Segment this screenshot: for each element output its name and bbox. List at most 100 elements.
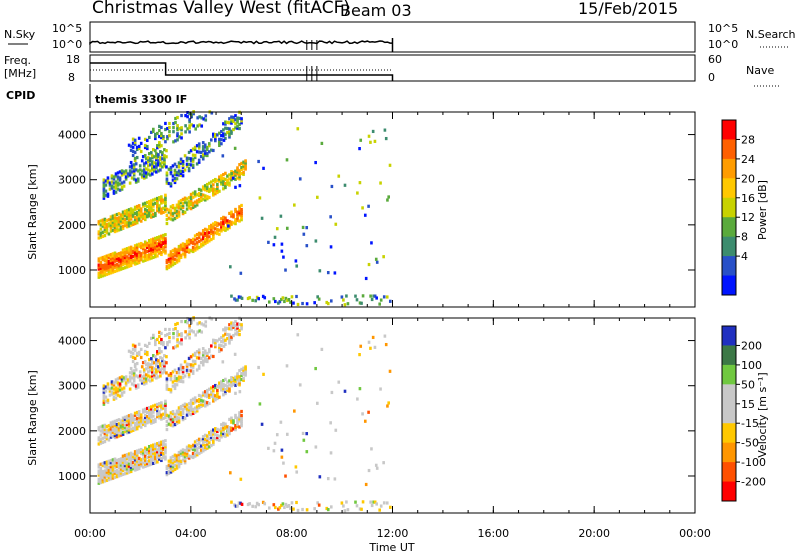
power-cell <box>107 261 111 266</box>
power-cell <box>163 156 166 160</box>
velocity-cell <box>115 433 119 437</box>
velocity-cell <box>147 444 151 449</box>
power-cell <box>298 177 302 181</box>
velocity-cell <box>220 388 223 392</box>
power-cell <box>145 209 149 213</box>
velocity-cell <box>127 420 131 424</box>
velocity-cell <box>193 353 197 357</box>
velocity-cell <box>224 426 227 430</box>
power-cell <box>149 238 153 242</box>
power-cell <box>195 241 199 245</box>
velocity-cell <box>147 461 151 465</box>
power-cell <box>193 234 197 238</box>
velocity-cell <box>185 364 189 368</box>
power-cell <box>191 203 195 207</box>
velocity-cell <box>214 396 217 400</box>
velocity-cell <box>191 359 195 363</box>
velocity-cell <box>164 346 167 350</box>
velocity-cell <box>105 462 109 466</box>
power-cell <box>135 217 139 221</box>
velocity-cell <box>169 456 173 460</box>
velocity-cell <box>209 394 213 398</box>
power-cell <box>135 215 139 219</box>
velocity-cell <box>143 343 147 347</box>
freq-tick-top: 18 <box>66 53 80 66</box>
power-cell <box>164 207 167 212</box>
velocity-cell <box>115 468 119 473</box>
velocity-cell <box>147 449 151 453</box>
velocity-cell <box>111 458 115 462</box>
velocity-cell <box>228 427 231 432</box>
velocity-cell <box>121 424 125 428</box>
velocity-cell <box>123 427 127 432</box>
power-cell <box>281 296 285 300</box>
velocity-cell <box>195 350 199 354</box>
velocity-cell <box>147 451 151 455</box>
power-cell <box>149 246 153 250</box>
velocity-cell <box>185 445 189 449</box>
power-cell <box>153 169 156 173</box>
power-cell <box>183 154 187 158</box>
power-cell <box>128 181 132 185</box>
power-cell <box>185 164 189 168</box>
velocity-cell <box>280 448 284 452</box>
velocity-cell <box>183 457 187 461</box>
velocity-cell <box>222 389 225 393</box>
power-cell <box>105 264 109 268</box>
velocity-cell <box>137 456 141 460</box>
velocity-cell <box>115 473 119 477</box>
velocity-cell <box>125 416 129 421</box>
colorbar-segment <box>722 178 736 199</box>
velocity-cell <box>103 431 107 436</box>
velocity-cell <box>101 478 105 482</box>
velocity-cell <box>162 452 165 456</box>
power-cell <box>185 243 189 247</box>
power-cell <box>156 248 159 252</box>
power-cell <box>130 170 134 174</box>
velocity-cell <box>232 325 235 330</box>
velocity-cell <box>129 455 133 459</box>
velocity-cell <box>158 340 161 345</box>
power-cell <box>167 259 171 263</box>
power-cell <box>162 241 165 246</box>
power-cell <box>370 241 373 245</box>
power-cell <box>184 114 187 118</box>
velocity-cell <box>102 396 106 400</box>
velocity-cell <box>214 338 217 343</box>
velocity-cell <box>129 350 133 354</box>
velocity-cell <box>164 413 167 418</box>
power-cell <box>106 194 110 198</box>
power-cell <box>161 165 164 169</box>
power-cell <box>143 143 147 148</box>
velocity-cell <box>226 326 229 331</box>
velocity-cell <box>165 371 168 375</box>
velocity-cell <box>99 476 103 481</box>
velocity-cell <box>181 415 185 420</box>
power-cell <box>168 121 171 126</box>
colorbar-tick-label: -200 <box>741 476 766 489</box>
velocity-cell <box>179 375 183 379</box>
velocity-cell <box>132 379 136 383</box>
nsky-trace <box>89 38 394 52</box>
power-cell <box>173 257 177 261</box>
power-cell <box>141 202 145 206</box>
power-cell <box>162 200 165 204</box>
velocity-cell <box>203 351 207 355</box>
velocity-cell <box>101 463 105 468</box>
velocity-cell <box>107 438 111 442</box>
velocity-cell <box>119 473 123 477</box>
velocity-cell <box>370 447 373 451</box>
velocity-cell <box>128 379 132 383</box>
velocity-cell <box>117 418 121 422</box>
velocity-cell <box>153 371 156 375</box>
power-cell <box>129 257 133 261</box>
velocity-cell <box>226 386 229 390</box>
power-cell <box>334 222 338 226</box>
power-cell <box>273 235 277 239</box>
velocity-cell <box>228 327 231 331</box>
power-cell <box>164 243 167 247</box>
power-cell <box>226 130 229 135</box>
velocity-cell <box>97 471 101 475</box>
velocity-cell <box>159 364 162 368</box>
